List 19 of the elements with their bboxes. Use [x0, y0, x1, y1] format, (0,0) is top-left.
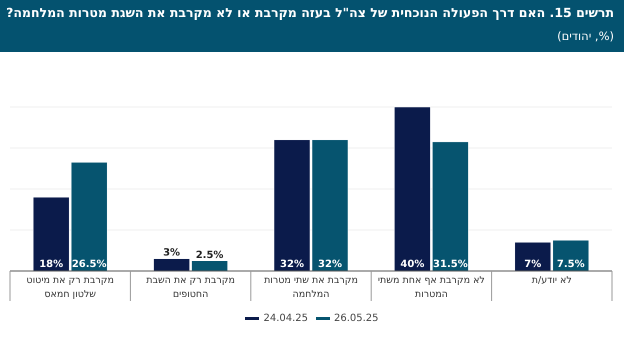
- data-label: 18%: [39, 259, 64, 270]
- x-tick-label: מקרבת רק את השבת החטופים: [145, 274, 236, 302]
- data-label: 2.5%: [196, 250, 224, 261]
- chart-subtitle: (%, יהודים): [557, 29, 614, 43]
- data-label: 32%: [280, 259, 304, 270]
- data-label: 7.5%: [556, 259, 585, 270]
- legend-label: 26.05.25: [334, 313, 379, 324]
- x-tick-label: לא יודע/ת: [530, 274, 573, 288]
- x-tick-label: מקרבת את שתי מטרות המלחמה: [263, 274, 359, 302]
- legend-label: 24.04.25: [263, 313, 308, 324]
- data-label: 40%: [400, 259, 424, 270]
- data-label: 3%: [163, 248, 180, 259]
- x-tick-label: מקרבת רק את מיטוט שלטון חמאס: [25, 274, 115, 302]
- chart-title: תרשים 15. האם דרך הפעולה הנוכחית של צה"ל בעזה מקרבת או לא מקרבת את השגת מטרות המלחמה?: [6, 5, 614, 20]
- data-label: 31.5%: [433, 259, 468, 270]
- data-label: 26.5%: [72, 259, 107, 270]
- data-label: 32%: [318, 259, 342, 270]
- x-tick-label: לא מקרבת אף אחת משתי המטרות: [376, 274, 486, 302]
- data-label: 7%: [524, 259, 542, 270]
